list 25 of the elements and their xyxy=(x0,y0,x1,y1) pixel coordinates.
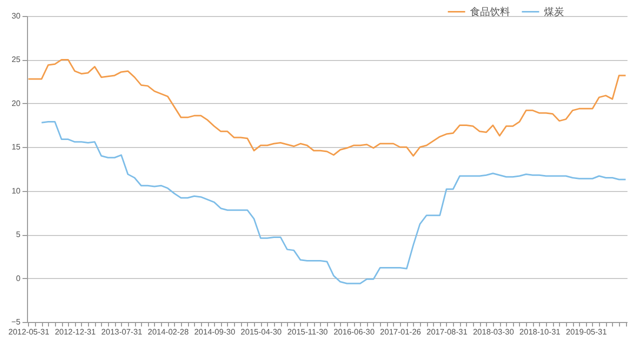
x-tick-label: 2019-05-31 xyxy=(566,328,608,336)
x-tick-label: 2018-03-30 xyxy=(472,328,514,336)
x-tick-label: 2014-02-28 xyxy=(148,328,190,336)
x-tick-label: 2013-07-31 xyxy=(101,328,143,336)
y-tick-label: −5 xyxy=(11,318,22,326)
y-tick-label: 5 xyxy=(16,230,22,240)
x-tick-label: 2014-09-30 xyxy=(194,328,236,336)
x-tick-label: 2016-06-30 xyxy=(334,328,376,336)
x-tick-label: 2012-12-31 xyxy=(54,328,96,336)
line-series xyxy=(40,121,626,284)
x-tick-label: 2017-01-26 xyxy=(380,328,422,336)
line-series xyxy=(28,58,626,157)
y-tick-label: 20 xyxy=(12,98,22,108)
y-tick-label: 25 xyxy=(12,55,22,64)
x-tick-label: 2015-11-30 xyxy=(287,328,328,336)
y-tick-label: 10 xyxy=(12,186,22,196)
legend-label: 煤炭 xyxy=(544,6,564,18)
x-tick-label: 2012-05-31 xyxy=(8,328,50,336)
y-tick-label: 30 xyxy=(12,12,22,20)
legend-label: 食品饮料 xyxy=(470,6,510,18)
x-tick-label: 2018-10-31 xyxy=(519,328,561,336)
y-tick-label: 0 xyxy=(16,274,22,283)
y-tick-label: 15 xyxy=(12,142,22,152)
x-tick-label: 2017-08-31 xyxy=(426,328,468,336)
x-tick-label: 2015-04-30 xyxy=(240,328,282,336)
